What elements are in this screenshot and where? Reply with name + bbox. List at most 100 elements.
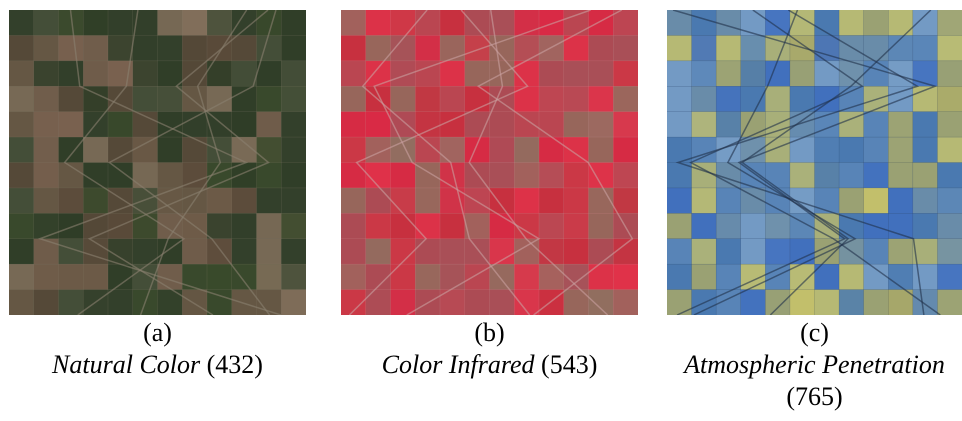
texture — [815, 10, 840, 35]
texture — [83, 163, 108, 188]
texture — [839, 10, 864, 35]
texture — [182, 290, 207, 315]
texture — [613, 137, 638, 162]
texture — [613, 290, 638, 315]
caption: (c) Atmospheric Penetration (765) — [667, 317, 962, 413]
texture — [613, 61, 638, 86]
texture — [415, 10, 440, 35]
texture — [937, 10, 962, 35]
texture — [613, 35, 638, 60]
texture — [391, 213, 416, 238]
texture — [667, 213, 692, 238]
texture — [232, 188, 257, 213]
texture — [207, 10, 232, 35]
texture — [415, 86, 440, 111]
texture — [281, 10, 306, 35]
band-combo: (543) — [541, 350, 597, 379]
texture — [790, 61, 815, 86]
texture — [281, 213, 306, 238]
panel-label: (a) — [9, 317, 306, 349]
texture — [589, 137, 614, 162]
texture — [281, 239, 306, 264]
texture — [937, 112, 962, 137]
texture — [232, 61, 257, 86]
texture — [182, 137, 207, 162]
texture — [232, 35, 257, 60]
panel-title: Atmospheric Penetration (765) — [667, 349, 962, 413]
texture — [839, 35, 864, 60]
texture — [108, 264, 133, 289]
texture — [133, 213, 158, 238]
texture — [34, 163, 59, 188]
band-combo: (765) — [786, 382, 842, 411]
panel: (b) Color Infrared (543) — [341, 10, 638, 381]
texture — [913, 213, 938, 238]
texture — [589, 61, 614, 86]
texture — [257, 35, 282, 60]
texture — [888, 163, 913, 188]
texture — [815, 137, 840, 162]
texture — [391, 239, 416, 264]
composite-name: Natural Color — [52, 350, 200, 379]
texture — [281, 163, 306, 188]
texture — [341, 61, 366, 86]
texture — [440, 61, 465, 86]
texture — [937, 264, 962, 289]
caption: (a) Natural Color (432) — [9, 317, 306, 381]
texture — [34, 290, 59, 315]
texture — [257, 137, 282, 162]
satellite-image — [341, 10, 638, 315]
texture — [366, 163, 391, 188]
texture — [465, 86, 490, 111]
texture — [391, 290, 416, 315]
texture — [765, 239, 790, 264]
texture — [232, 239, 257, 264]
texture — [83, 137, 108, 162]
texture — [692, 163, 717, 188]
texture — [391, 10, 416, 35]
texture — [589, 213, 614, 238]
texture — [133, 137, 158, 162]
texture — [716, 213, 741, 238]
texture — [391, 137, 416, 162]
texture — [440, 137, 465, 162]
texture — [341, 137, 366, 162]
texture — [514, 112, 539, 137]
panel: (c) Atmospheric Penetration (765) — [667, 10, 962, 413]
panel-title: Natural Color (432) — [9, 349, 306, 381]
texture — [716, 188, 741, 213]
texture — [937, 213, 962, 238]
texture — [539, 112, 564, 137]
texture — [514, 137, 539, 162]
texture — [613, 264, 638, 289]
texture — [815, 188, 840, 213]
texture — [913, 137, 938, 162]
composite-name: Atmospheric Penetration — [684, 350, 945, 379]
texture — [692, 239, 717, 264]
texture — [692, 188, 717, 213]
texture — [539, 290, 564, 315]
texture — [539, 163, 564, 188]
texture — [564, 213, 589, 238]
texture — [490, 112, 515, 137]
texture — [692, 264, 717, 289]
texture — [366, 239, 391, 264]
panel-label: (c) — [667, 317, 962, 349]
texture — [716, 86, 741, 111]
texture — [716, 10, 741, 35]
texture — [34, 137, 59, 162]
texture — [34, 239, 59, 264]
texture — [257, 239, 282, 264]
texture — [108, 239, 133, 264]
texture — [341, 264, 366, 289]
texture — [839, 137, 864, 162]
texture — [59, 137, 84, 162]
texture — [465, 188, 490, 213]
texture — [59, 35, 84, 60]
texture — [864, 188, 889, 213]
texture — [937, 290, 962, 315]
texture — [108, 290, 133, 315]
texture — [839, 264, 864, 289]
texture — [613, 10, 638, 35]
texture — [937, 86, 962, 111]
